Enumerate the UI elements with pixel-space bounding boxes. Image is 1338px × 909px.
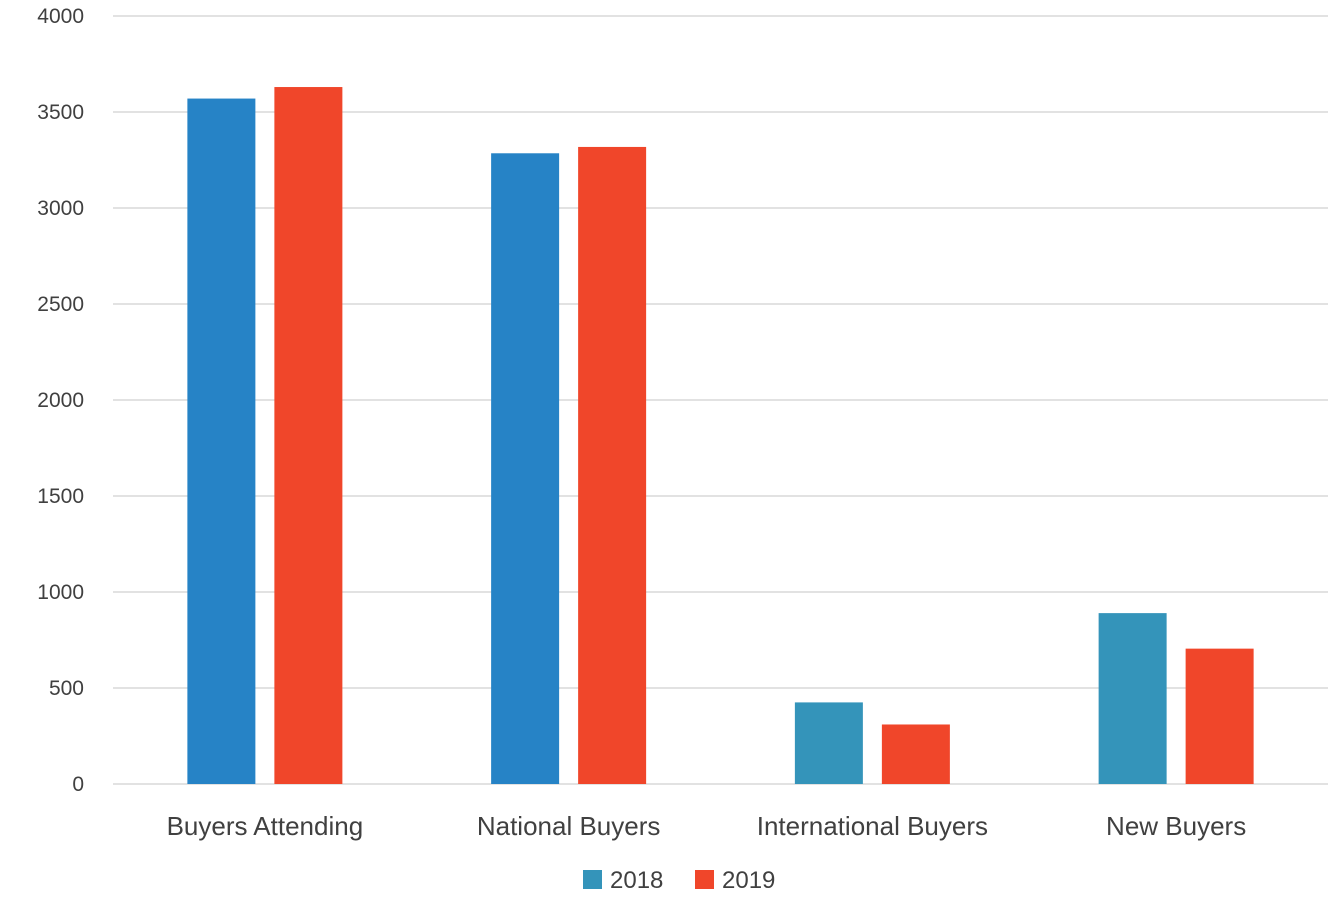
bar-2019-national-buyers xyxy=(578,146,647,785)
x-category-label: International Buyers xyxy=(757,811,988,841)
y-tick-label: 1000 xyxy=(37,581,84,604)
legend-swatch-2018 xyxy=(583,870,602,889)
x-category-label: Buyers Attending xyxy=(167,811,364,841)
y-tick-label: 3500 xyxy=(37,101,84,124)
legend-swatch-2019 xyxy=(695,870,714,889)
bar-2019-new-buyers xyxy=(1185,648,1254,784)
legend-label-2019: 2019 xyxy=(722,867,775,894)
x-category-label: National Buyers xyxy=(477,811,661,841)
bar-2018-international-buyers xyxy=(794,702,863,784)
y-tick-label: 1500 xyxy=(37,485,84,508)
y-tick-label: 500 xyxy=(49,677,84,700)
bar-2018-buyers-attending xyxy=(187,98,256,784)
y-axis-ticks: 0 500 1000 1500 2000 2500 3000 3500 4000 xyxy=(37,5,84,796)
legend: 2018 2019 xyxy=(583,867,775,894)
y-tick-label: 2000 xyxy=(37,389,84,412)
legend-label-2018: 2018 xyxy=(610,867,663,894)
bars xyxy=(187,87,1254,785)
y-tick-label: 3000 xyxy=(37,197,84,220)
y-tick-label: 4000 xyxy=(37,5,84,28)
y-tick-label: 2500 xyxy=(37,293,84,316)
bar-2019-buyers-attending xyxy=(274,87,343,785)
bar-2018-new-buyers xyxy=(1098,613,1167,784)
bar-2018-national-buyers xyxy=(491,153,560,784)
bar-2019-international-buyers xyxy=(881,724,950,784)
y-tick-label: 0 xyxy=(72,773,84,796)
x-axis-labels: Buyers Attending National Buyers Internati… xyxy=(167,811,1247,841)
x-category-label: New Buyers xyxy=(1106,811,1246,841)
